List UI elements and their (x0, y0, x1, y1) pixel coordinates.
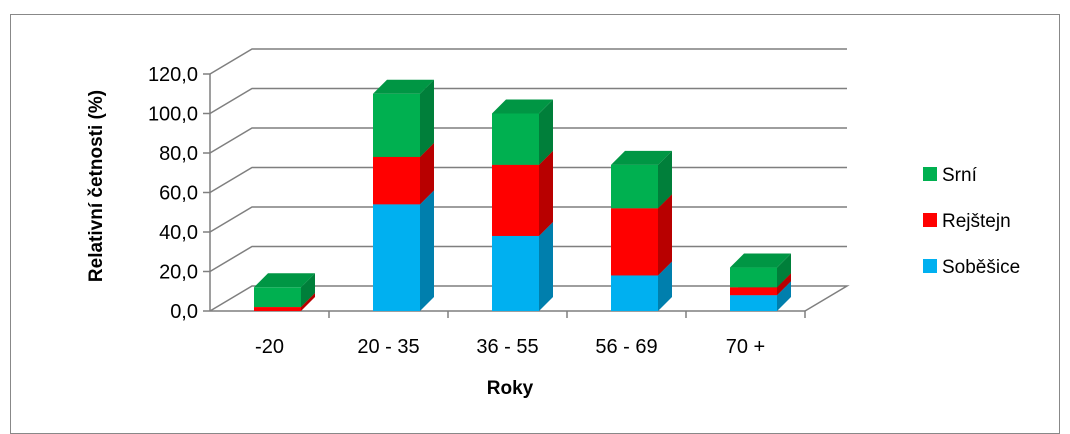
gridline (209, 127, 847, 154)
gridline (209, 87, 847, 115)
bar-side (539, 221, 553, 311)
legend-item: Rejštejn (923, 211, 1011, 232)
bar-top (492, 99, 553, 114)
bar-side (658, 261, 672, 311)
bar-front (730, 287, 777, 296)
bar-side (777, 273, 791, 296)
bar-side (777, 281, 791, 311)
bar-side (420, 190, 434, 311)
legend-swatch (923, 259, 937, 273)
bar-side (301, 273, 315, 308)
legend-label: Soběšice (942, 257, 1020, 278)
legend-label: Rejštejn (942, 211, 1011, 232)
x-tick-label: -20 (255, 336, 284, 358)
bar-front (611, 164, 658, 209)
bar-top (373, 79, 434, 94)
bar-segment (254, 273, 315, 308)
x-axis-title: Roky (487, 378, 534, 399)
y-axis-title: Relativní četnosti (%) (86, 90, 107, 282)
legend-item: Srní (923, 165, 978, 186)
x-tick-label: 56 - 69 (595, 336, 657, 358)
bar-segment (492, 99, 553, 165)
legend-item: Soběšice (923, 257, 1020, 278)
bar-top (611, 150, 672, 165)
bar-side (420, 79, 434, 157)
y-axis-ticks: 0,0 20,0 40,0 60,0 80,0 100,0 120,0 (148, 64, 210, 323)
y-tick-label: 100,0 (148, 104, 198, 126)
y-tick-label: 20,0 (159, 262, 198, 284)
legend-swatch (923, 213, 937, 227)
bar-front (373, 93, 420, 157)
bar-side (658, 194, 672, 276)
bar-side (420, 142, 434, 205)
bar-front (492, 164, 539, 236)
bar-side (777, 253, 791, 288)
gridline (209, 48, 847, 75)
bar-front (492, 113, 539, 165)
bar-side (301, 293, 315, 311)
x-tick-label: 70 + (726, 336, 765, 358)
legend-swatch (923, 167, 937, 181)
y-tick-label: 0,0 (170, 301, 198, 323)
bar-side (539, 150, 553, 236)
bar-front (730, 295, 777, 311)
bar-side (539, 99, 553, 165)
bar-segment (611, 150, 672, 209)
y-tick-label: 40,0 (159, 222, 198, 244)
legend: Srní Rejštejn Soběšice (923, 165, 1020, 278)
bar-front (611, 208, 658, 276)
bar-front (254, 307, 301, 311)
y-tick-label: 60,0 (159, 183, 198, 205)
bars (254, 79, 791, 311)
y-tick-label: 80,0 (159, 143, 198, 165)
bar-front (730, 267, 777, 288)
bar-front (254, 287, 301, 308)
bar-front (373, 156, 420, 205)
x-tick-label: 36 - 55 (476, 336, 538, 358)
bar-segment (373, 79, 434, 157)
bar-front (492, 235, 539, 311)
bar-front (373, 204, 420, 311)
x-axis-ticks: -20 20 - 35 36 - 55 56 - 69 70 + (255, 311, 806, 358)
bar-front (611, 275, 658, 311)
bar-segment (373, 190, 434, 311)
legend-label: Srní (942, 165, 978, 186)
bar-segment (492, 221, 553, 311)
bar-top (254, 273, 315, 288)
bar-segment (730, 253, 791, 288)
bar-top (730, 253, 791, 268)
y-tick-label: 120,0 (148, 64, 198, 86)
x-tick-label: 20 - 35 (357, 336, 419, 358)
bar-side (658, 150, 672, 209)
